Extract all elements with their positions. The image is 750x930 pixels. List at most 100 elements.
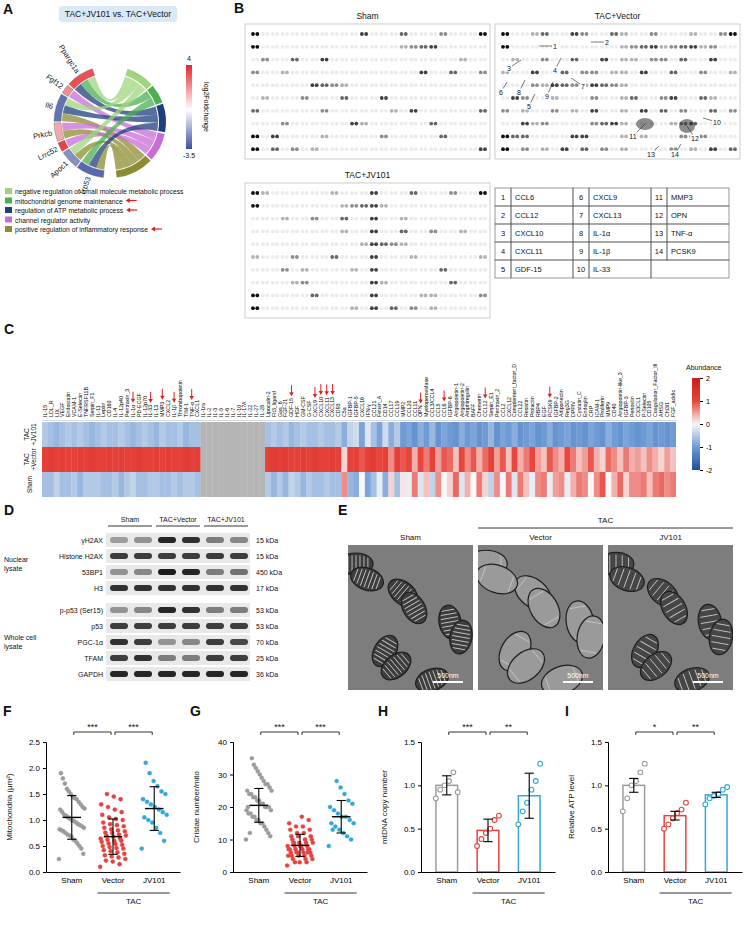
array-spot [449, 83, 453, 87]
array-spot [551, 58, 555, 62]
legend-swatch [5, 226, 12, 232]
array-spot [404, 204, 408, 208]
heat-cell [247, 422, 253, 447]
array-spot [340, 217, 344, 221]
array-spot [350, 255, 354, 259]
gene-arc [58, 140, 68, 151]
heat-cell [48, 447, 54, 472]
array-spot [370, 255, 374, 259]
array-spot [400, 294, 404, 298]
colorbar-label: -3.5 [183, 152, 195, 159]
spot-label: 8 [517, 89, 521, 96]
heat-cell [623, 447, 629, 472]
array-spot [265, 71, 269, 75]
array-spot [449, 45, 453, 49]
array-spot [330, 217, 334, 221]
array-spot [694, 147, 698, 151]
array-spot [555, 58, 559, 62]
array-spot [261, 45, 265, 49]
array-spot [370, 83, 374, 87]
heat-cell [482, 447, 488, 472]
array-spot [729, 58, 733, 62]
array-spot [285, 230, 289, 234]
heat-cell [112, 447, 118, 472]
heat-cell [658, 422, 664, 447]
array-spot [364, 255, 368, 259]
array-spot [501, 135, 505, 139]
array-spot [511, 147, 515, 151]
legend-label: mitochondrial genome maintenance [15, 198, 123, 206]
array-spot [521, 109, 525, 113]
array-spot [610, 109, 614, 113]
legend-label: positive regulation of inflammatory resp… [15, 226, 148, 234]
array-spot [384, 147, 388, 151]
spot-label: 14 [671, 151, 679, 158]
array-spot [604, 58, 608, 62]
array-spot [285, 191, 289, 195]
heat-cell [212, 472, 218, 497]
heat-cell [377, 422, 383, 447]
array-spot [301, 71, 305, 75]
heat-cell [112, 472, 118, 497]
array-spot [580, 122, 584, 126]
heat-cell [377, 472, 383, 497]
array-spot [261, 71, 265, 75]
array-spot [390, 204, 394, 208]
array-spot [330, 294, 334, 298]
array-spot [354, 45, 358, 49]
colorbar-title: log2Foldchange [202, 82, 210, 132]
array-spot [384, 191, 388, 195]
array-spot [301, 230, 305, 234]
array-spot [380, 294, 384, 298]
array-spot [271, 122, 275, 126]
array-spot [729, 71, 733, 75]
table-cell [589, 188, 651, 206]
array-spot [370, 32, 374, 36]
array-spot [439, 191, 443, 195]
array-spot [713, 96, 717, 100]
table-number: 11 [655, 193, 663, 202]
array-spot [565, 122, 569, 126]
array-spot [364, 58, 368, 62]
heat-cell [336, 472, 342, 497]
array-spot [390, 255, 394, 259]
array-spot [600, 58, 604, 62]
heat-cell [101, 422, 107, 447]
heat-cell [564, 422, 570, 447]
array-spot [410, 191, 414, 195]
array-spot [265, 230, 269, 234]
array-spot [660, 109, 664, 113]
array-spot [350, 217, 354, 221]
array-spot [479, 109, 483, 113]
heat-cell [165, 422, 171, 447]
array-spot [575, 122, 579, 126]
array-spot [384, 32, 388, 36]
array-spot [364, 191, 368, 195]
array-spot [561, 45, 565, 49]
heat-cell [330, 422, 336, 447]
array-spot [630, 32, 634, 36]
colorbar-label: 4 [187, 55, 191, 62]
heat-cell [664, 447, 670, 472]
array-spot [350, 71, 354, 75]
heat-cell [206, 447, 212, 472]
array-spot [291, 135, 295, 139]
array-spot [330, 242, 334, 246]
table-cell [573, 260, 589, 278]
array-spot [733, 58, 737, 62]
spot-label: 10 [713, 119, 721, 126]
array-spot [439, 96, 443, 100]
heat-cell [664, 422, 670, 447]
table-cell [511, 242, 573, 260]
panel-letter: B [234, 0, 244, 16]
array-spot [479, 147, 483, 151]
heat-cell [529, 422, 535, 447]
term-arc [147, 86, 162, 105]
arrow-head [126, 198, 130, 203]
array-spot [320, 281, 324, 285]
table-number: 5 [501, 265, 505, 274]
array-spot [719, 83, 723, 87]
heat-cell [259, 447, 265, 472]
array-spot [311, 217, 315, 221]
array-spot [561, 109, 565, 113]
